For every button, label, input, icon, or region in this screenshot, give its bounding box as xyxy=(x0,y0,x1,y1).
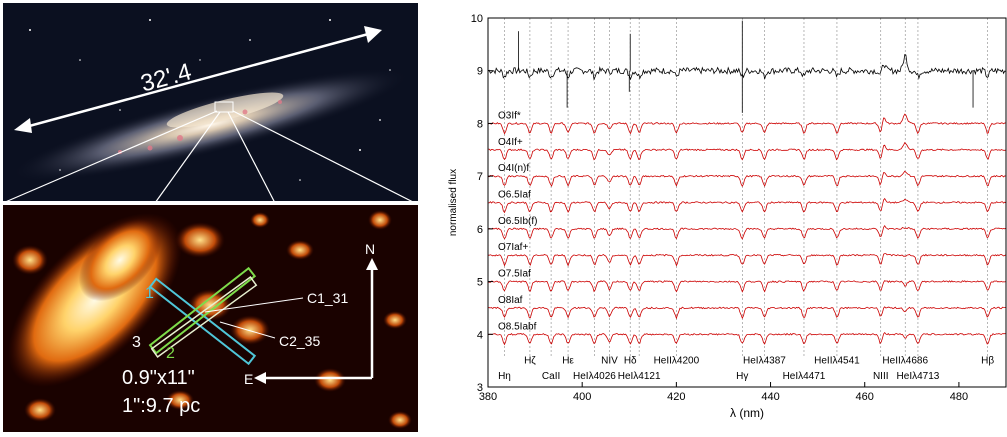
cluster-label-c2: C2_35 xyxy=(279,333,320,349)
compass xyxy=(254,258,378,384)
y-tick-label-1: 4 xyxy=(477,329,483,341)
template-spectrum-0 xyxy=(487,113,1007,135)
marker-label-1: Hζ xyxy=(524,355,536,366)
x-tick-label-2: 420 xyxy=(667,391,685,403)
marker-label-9: Hγ xyxy=(736,371,748,382)
spectral-type-labels: O3If* O4If+ O4I(n)f O6.5Iaf O6.5Ib(f) O7Iaf+ O… xyxy=(498,110,537,332)
x-tick-label-5: 480 xyxy=(950,391,968,403)
galaxy-hii-regions xyxy=(118,100,282,154)
slit-2 xyxy=(148,266,257,355)
spectral-type-label-1: O4If+ xyxy=(498,137,523,148)
slit-size-label: 0.9"x11" xyxy=(122,367,195,389)
template-spectrum-5 xyxy=(488,253,1007,267)
spectra xyxy=(487,20,1007,346)
template-spectrum-6 xyxy=(487,280,1007,293)
slit-1 xyxy=(148,277,257,366)
template-spectrum-3 xyxy=(488,197,1007,214)
marker-label-7: HeIλ4121 xyxy=(618,371,661,382)
y-tick-label-7: 10 xyxy=(471,13,483,25)
compass-north-label: N xyxy=(365,241,375,257)
compass-east-label: E xyxy=(244,371,253,387)
marker-label-3: Hε xyxy=(562,355,574,366)
angular-size-arrow xyxy=(14,26,382,133)
marker-label-0: Hη xyxy=(498,371,511,382)
y-tick-label-3: 6 xyxy=(477,224,483,236)
cluster-label-c1: C1_31 xyxy=(307,290,348,306)
spectral-type-label-7: O8Iaf xyxy=(498,295,523,306)
marker-label-10: HeIλ4387 xyxy=(743,355,786,366)
marker-label-2: CaII xyxy=(542,371,560,382)
cluster-c2-pointer xyxy=(219,321,276,339)
marker-label-16: Hβ xyxy=(981,355,994,366)
galaxy-core xyxy=(166,92,284,128)
template-spectrum-8 xyxy=(487,331,1007,346)
spectral-type-label-4: O6.5Ib(f) xyxy=(498,216,537,227)
zoom-image-emission xyxy=(8,210,412,429)
plot-frame xyxy=(487,17,1007,388)
marker-label-11: HeIλ4471 xyxy=(783,371,826,382)
spectral-type-label-2: O4I(n)f xyxy=(498,163,529,174)
template-spectrum-2 xyxy=(487,170,1007,188)
line-marker-grid xyxy=(504,18,988,359)
spectral-type-label-5: O7Iaf+ xyxy=(498,242,528,253)
spectrum-chart: O3If* O4If+ O4I(n)f O6.5Iaf O6.5Ib(f) O7Iaf+ O… xyxy=(448,13,1007,420)
y-tick-label-5: 8 xyxy=(477,118,483,130)
marker-label-12: HeIIλ4541 xyxy=(814,355,860,366)
x-tick-label-1: 400 xyxy=(573,391,591,403)
slit-label-1: 1 xyxy=(145,285,154,302)
zoom-projection-lines xyxy=(2,110,416,204)
spectral-type-label-0: O3If* xyxy=(498,110,521,121)
axes: 380 400 420 440 460 480 3 4 5 6 7 8 9 10 xyxy=(471,13,968,403)
slit-label-3: 3 xyxy=(132,334,141,351)
y-tick-label-2: 5 xyxy=(477,277,483,289)
spectrum-chart-panel: O3If* O4If+ O4I(n)f O6.5Iaf O6.5Ib(f) O7Iaf+ O… xyxy=(418,0,1007,432)
marker-label-4: NIV xyxy=(601,355,618,366)
y-tick-label-4: 7 xyxy=(477,171,483,183)
marker-label-15: HeIλ4713 xyxy=(897,371,940,382)
spectral-type-label-8: O8.5Iabf xyxy=(498,321,537,332)
zoom-region-box xyxy=(214,101,234,113)
spectral-type-label-6: O7.5Iaf xyxy=(498,269,531,280)
y-axis-label: normalised flux xyxy=(448,169,459,236)
y-tick-label-0: 3 xyxy=(477,382,483,394)
x-tick-label-3: 440 xyxy=(761,391,779,403)
galaxy-figure: 32'.4 xyxy=(2,3,418,432)
template-spectrum-4 xyxy=(487,224,1007,240)
marker-label-14: HeIIλ4686 xyxy=(882,355,928,366)
template-spectrum-7 xyxy=(487,306,1007,320)
x-tick-label-4: 460 xyxy=(856,391,874,403)
observed-spectrum-line xyxy=(487,54,1007,81)
pixel-scale-label: 1":9.7 pc xyxy=(122,395,200,417)
y-tick-label-6: 9 xyxy=(477,66,483,78)
marker-label-5: HeIλ4026 xyxy=(573,371,616,382)
cluster-c1-pointer xyxy=(204,297,304,313)
marker-label-6: Hδ xyxy=(624,355,637,366)
template-spectrum-1 xyxy=(488,141,1007,161)
spectral-type-label-3: O6.5Iaf xyxy=(498,190,531,201)
slit-3 xyxy=(150,276,258,358)
marker-label-13: NIII xyxy=(873,371,889,382)
slit-label-2: 2 xyxy=(166,345,175,362)
x-tick-label-0: 380 xyxy=(479,391,497,403)
x-axis-label: λ (nm) xyxy=(730,406,764,420)
marker-label-8: HeIIλ4200 xyxy=(654,355,700,366)
galaxy-figure-panel: 32'.4 xyxy=(0,0,418,432)
